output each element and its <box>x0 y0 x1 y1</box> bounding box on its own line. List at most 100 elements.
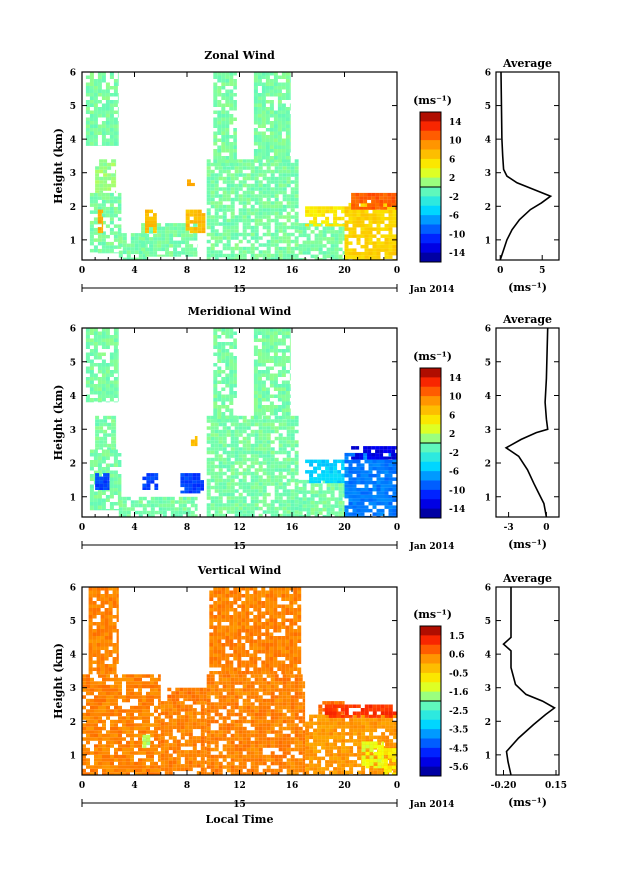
heatmap-cell <box>210 246 215 251</box>
heatmap-cell <box>302 230 307 234</box>
heatmap-cell <box>334 497 339 501</box>
heatmap-cell <box>100 625 105 629</box>
heatmap-cell <box>368 227 373 231</box>
heatmap-cell <box>242 415 247 420</box>
heatmap-cell <box>110 702 114 706</box>
heatmap-cell <box>238 482 243 486</box>
colorbar-label: 14 <box>449 374 462 384</box>
heatmap-cell <box>269 412 274 416</box>
heatmap-cell <box>273 363 278 367</box>
heatmap-cell <box>138 233 143 237</box>
heatmap-cell <box>90 719 94 724</box>
heatmap-cell <box>254 482 259 486</box>
heatmap-cell <box>138 677 142 682</box>
heatmap-cell <box>274 176 279 181</box>
heatmap-cell <box>257 124 262 128</box>
heatmap-cell <box>266 503 271 507</box>
heatmap-cell <box>109 121 114 125</box>
heatmap-cell <box>270 681 275 685</box>
heatmap-cell <box>258 215 263 219</box>
heatmap-cell <box>338 233 343 238</box>
heatmap-cell <box>246 176 251 181</box>
heatmap-cell <box>257 156 262 160</box>
heatmap-cell <box>229 156 234 160</box>
heatmap-cell <box>371 446 376 450</box>
heatmap-cell <box>313 470 318 474</box>
heatmap-cell <box>282 695 287 699</box>
heatmap-cell <box>262 691 267 696</box>
heatmap-cell <box>222 225 227 230</box>
heatmap-cell <box>383 446 388 450</box>
heatmap-cell <box>230 454 235 458</box>
heatmap-cell <box>145 240 150 245</box>
heatmap-cell <box>85 121 90 125</box>
heatmap-cell <box>101 203 106 207</box>
heatmap-cell <box>342 226 345 231</box>
heatmap-cell <box>266 492 271 497</box>
heatmap-cell <box>113 131 118 135</box>
heatmap-cell <box>270 176 275 181</box>
colorbar-swatch <box>420 130 441 141</box>
heatmap-cell <box>233 93 237 97</box>
heatmap-cell <box>206 681 211 685</box>
x-tick-label: 4 <box>131 523 137 533</box>
heatmap-cell <box>261 138 266 142</box>
heatmap-cell <box>122 236 127 241</box>
heatmap-cell <box>265 82 270 86</box>
heatmap-cell <box>206 180 211 184</box>
heatmap-cell <box>334 251 339 255</box>
heatmap-cell <box>154 730 158 734</box>
heatmap-cell <box>258 162 263 167</box>
heatmap-cell <box>97 370 102 374</box>
heatmap-cell <box>160 746 165 751</box>
heatmap-cell <box>306 504 311 508</box>
colorbar-label: -10 <box>449 230 465 240</box>
heatmap-cell <box>200 715 205 719</box>
heatmap-cell <box>242 489 247 493</box>
heatmap-cell <box>102 684 106 689</box>
heatmap-cell <box>173 244 178 248</box>
heatmap-cell <box>254 422 259 427</box>
heatmap-cell <box>86 712 90 717</box>
heatmap-cell <box>285 156 290 160</box>
heatmap-cell <box>338 226 343 231</box>
heatmap-cell <box>265 86 270 90</box>
heatmap-cell <box>217 415 222 419</box>
heatmap-cell <box>290 250 295 254</box>
heatmap-cell <box>294 674 299 678</box>
heatmap-cell <box>356 505 361 509</box>
heatmap-cell <box>246 239 251 244</box>
heatmap-cell <box>234 705 239 710</box>
heatmap-cell <box>306 507 311 512</box>
heatmap-cell <box>173 251 178 255</box>
heatmap-cell <box>153 244 158 248</box>
heatmap-cell <box>130 500 135 504</box>
heatmap-cell <box>360 512 365 516</box>
heatmap-cell <box>226 695 231 699</box>
heatmap-cell <box>210 225 215 230</box>
heatmap-cell <box>359 192 364 197</box>
heatmap-cell <box>266 257 271 260</box>
heatmap-cell <box>221 377 226 381</box>
heatmap-cell <box>146 674 150 678</box>
heatmap-cell <box>250 218 255 223</box>
heatmap-cell <box>197 213 202 217</box>
heatmap-cell <box>253 75 258 79</box>
heatmap-cell <box>158 507 163 511</box>
heatmap-cell <box>93 138 98 142</box>
heatmap-cell <box>325 470 330 474</box>
heatmap-cell <box>206 503 211 507</box>
heatmap-cell <box>233 363 237 367</box>
heatmap-cell <box>117 356 119 360</box>
heatmap-cell <box>221 82 226 86</box>
heatmap-cell <box>225 363 230 367</box>
heatmap-cell <box>99 422 104 427</box>
heatmap-cell <box>265 159 270 163</box>
heatmap-cell <box>380 484 385 488</box>
heatmap-cell <box>242 691 247 696</box>
heatmap-cell <box>273 75 278 79</box>
heatmap-cell <box>388 498 393 502</box>
heatmap-cell <box>192 490 197 494</box>
heatmap-cell <box>269 131 274 135</box>
heatmap-cell <box>273 93 278 97</box>
